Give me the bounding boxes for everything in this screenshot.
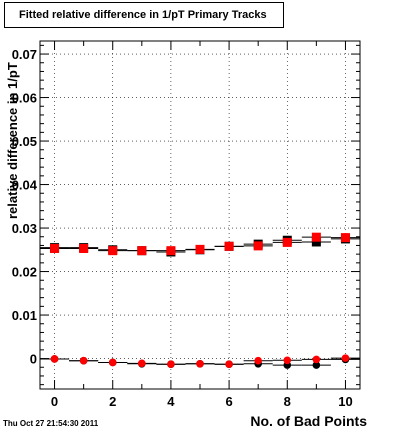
- data-point-circle: [283, 356, 292, 365]
- x-tick-label: 0: [51, 394, 58, 409]
- y-tick-label: 0.06: [12, 91, 37, 106]
- data-point-square: [253, 241, 263, 251]
- data-point-square: [311, 232, 321, 242]
- y-tick-label: 0.05: [12, 134, 37, 149]
- data-point-square: [79, 243, 89, 253]
- data-point-square: [108, 246, 118, 256]
- x-tick-label: 10: [338, 394, 352, 409]
- y-tick-label: 0.02: [12, 265, 37, 280]
- plot-frame: [39, 40, 361, 390]
- data-point-square: [50, 243, 60, 253]
- data-point-circle: [312, 361, 321, 369]
- data-series: [40, 232, 360, 369]
- series-1: [40, 232, 360, 256]
- x-tick-label: 2: [109, 394, 116, 409]
- y-tick-label: 0.01: [12, 308, 37, 323]
- grid: [40, 41, 360, 389]
- data-point-square: [311, 237, 321, 247]
- x-tick-label: 8: [284, 394, 291, 409]
- data-point-circle: [108, 358, 117, 367]
- data-point-circle: [50, 355, 59, 363]
- data-point-circle: [138, 359, 146, 368]
- y-axis-label: relative difference in 1/pT: [5, 62, 20, 219]
- data-point-square: [195, 244, 205, 254]
- data-point-square: [224, 241, 234, 251]
- series-3: [40, 354, 360, 369]
- y-tick-label: 0.04: [12, 178, 38, 193]
- y-tick-label: 0: [30, 352, 37, 367]
- y-tick-label: 0.03: [12, 221, 37, 236]
- x-tick-label: 4: [167, 394, 175, 409]
- y-tick-label: 0.07: [12, 47, 37, 62]
- data-point-square: [282, 237, 292, 247]
- data-point-circle: [312, 355, 321, 364]
- axes: 0 2 4 6 8 10 0 0.01 0.02 0.03 0.04 0.05 0.06 0.07: [12, 41, 360, 409]
- data-point-circle: [79, 356, 88, 365]
- data-point-square: [340, 233, 350, 243]
- data-point-circle: [254, 356, 262, 365]
- data-point-circle: [167, 360, 175, 369]
- data-point-circle: [225, 360, 233, 369]
- data-point-circle: [341, 354, 350, 362]
- data-point-circle: [196, 359, 204, 368]
- data-point-square: [166, 246, 176, 256]
- x-axis-label: No. of Bad Points: [250, 413, 367, 429]
- timestamp: Thu Oct 27 21:54:30 2011: [3, 419, 99, 428]
- x-tick-label: 6: [225, 394, 232, 409]
- chart-title: Fitted relative difference in 1/pT Prima…: [4, 2, 284, 28]
- data-point-square: [137, 246, 147, 256]
